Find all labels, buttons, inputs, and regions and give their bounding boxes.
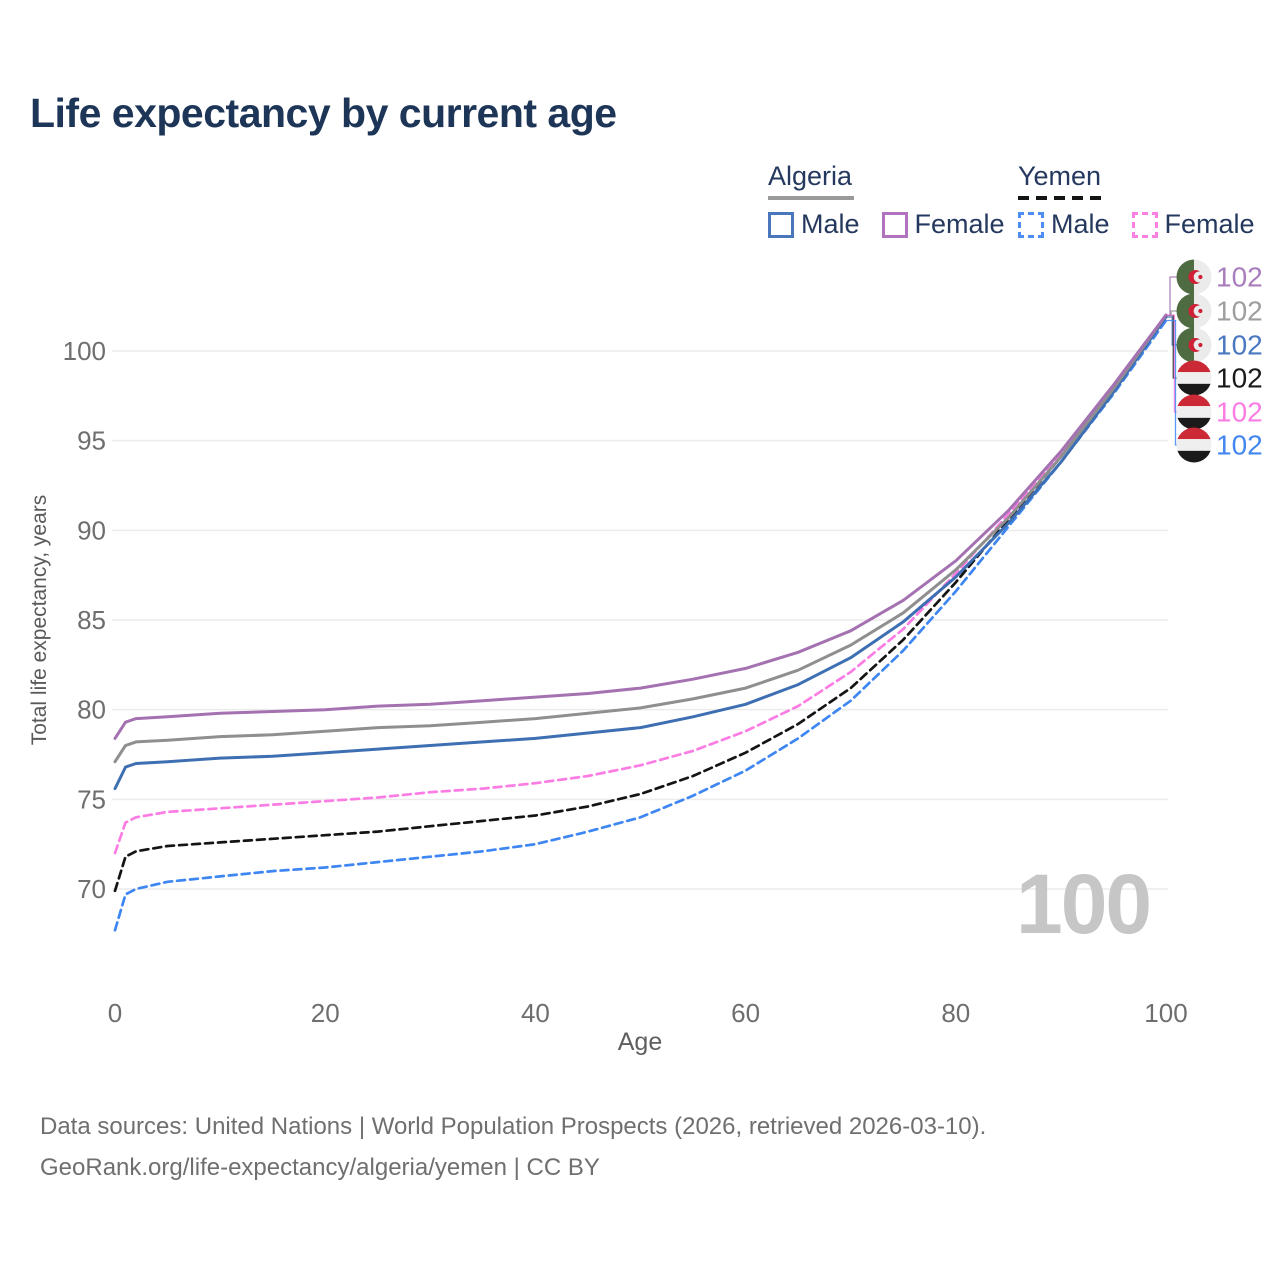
yemen-line-style-swatch bbox=[1018, 196, 1102, 200]
x-axis-ticks: 0 20 40 60 80 100 bbox=[108, 998, 1188, 1028]
y-tick-label: 75 bbox=[77, 784, 106, 814]
page-title: Life expectancy by current age bbox=[30, 90, 617, 136]
x-axis-title: Age bbox=[618, 1028, 662, 1056]
x-tick-label: 0 bbox=[108, 998, 122, 1028]
algeria-line-style-swatch bbox=[768, 196, 854, 200]
series-line-algeria bbox=[113, 313, 1168, 764]
series-line-algeria-male bbox=[113, 315, 1168, 791]
legend-item-label: Male bbox=[1051, 209, 1110, 239]
footer-attribution: GeoRank.org/life-expectancy/algeria/yeme… bbox=[40, 1154, 600, 1181]
y-tick-label: 85 bbox=[77, 605, 106, 635]
series-line-algeria-female bbox=[113, 313, 1168, 740]
flag-yemen-icon bbox=[1176, 427, 1212, 463]
end-label-value: 102 bbox=[1216, 430, 1263, 461]
yemen-male-swatch-icon bbox=[1018, 211, 1044, 238]
flag-algeria-icon bbox=[1176, 327, 1212, 363]
x-tick-label: 80 bbox=[941, 998, 970, 1028]
legend-item-algeria-male[interactable]: Male bbox=[768, 209, 860, 240]
end-label-value: 102 bbox=[1216, 262, 1263, 293]
yemen-female-swatch-icon bbox=[1131, 211, 1158, 238]
flag-algeria-icon bbox=[1176, 293, 1212, 329]
flag-yemen-icon bbox=[1176, 394, 1212, 430]
legend-group-algeria: Algeria Male Female bbox=[768, 161, 1027, 240]
x-tick-label: 20 bbox=[311, 998, 340, 1028]
footer: Data sources: United Nations | World Pop… bbox=[40, 1106, 986, 1188]
legend-item-algeria-female[interactable]: Female bbox=[881, 209, 1005, 240]
x-tick-label: 100 bbox=[1144, 998, 1187, 1028]
legend-item-label: Female bbox=[1164, 209, 1255, 239]
footer-sources: Data sources: United Nations | World Pop… bbox=[40, 1113, 987, 1140]
legend-item-label: Male bbox=[801, 209, 860, 239]
gridlines bbox=[112, 350, 1168, 890]
legend-country-algeria: Algeria bbox=[768, 161, 853, 191]
end-label-value: 102 bbox=[1216, 330, 1263, 361]
series-line-yemen-male bbox=[113, 319, 1168, 932]
leader-line bbox=[1166, 276, 1177, 316]
flag-yemen-icon bbox=[1176, 360, 1212, 396]
flag-algeria-icon bbox=[1176, 259, 1212, 295]
y-tick-label: 90 bbox=[77, 515, 106, 545]
legend-item-yemen-male[interactable]: Male bbox=[1018, 209, 1110, 240]
end-label-value: 102 bbox=[1216, 296, 1263, 327]
y-tick-label: 95 bbox=[77, 426, 106, 456]
algeria-male-swatch-icon bbox=[768, 211, 794, 238]
algeria-female-swatch-icon bbox=[881, 211, 908, 238]
legend-item-yemen-female[interactable]: Female bbox=[1131, 209, 1255, 240]
watermark: 100 bbox=[1016, 857, 1152, 951]
end-label-value: 102 bbox=[1216, 363, 1263, 394]
legend-country-yemen: Yemen bbox=[1018, 161, 1102, 191]
y-tick-label: 100 bbox=[63, 336, 106, 366]
series-line-yemen bbox=[113, 313, 1168, 893]
legend-item-label: Female bbox=[914, 209, 1005, 239]
y-tick-label: 70 bbox=[77, 874, 106, 904]
y-tick-label: 80 bbox=[77, 695, 106, 725]
x-tick-label: 60 bbox=[731, 998, 760, 1028]
series-lines bbox=[113, 313, 1168, 932]
end-label-value: 102 bbox=[1216, 397, 1263, 428]
legend-group-yemen: Yemen Male Female bbox=[1018, 161, 1277, 240]
series-line-yemen-female bbox=[113, 313, 1168, 855]
leader-line bbox=[1166, 319, 1177, 446]
x-tick-label: 40 bbox=[521, 998, 550, 1028]
y-axis-ticks: 70 75 80 85 90 95 100 bbox=[63, 336, 106, 904]
y-axis-title: Total life expectancy, years bbox=[28, 495, 51, 746]
